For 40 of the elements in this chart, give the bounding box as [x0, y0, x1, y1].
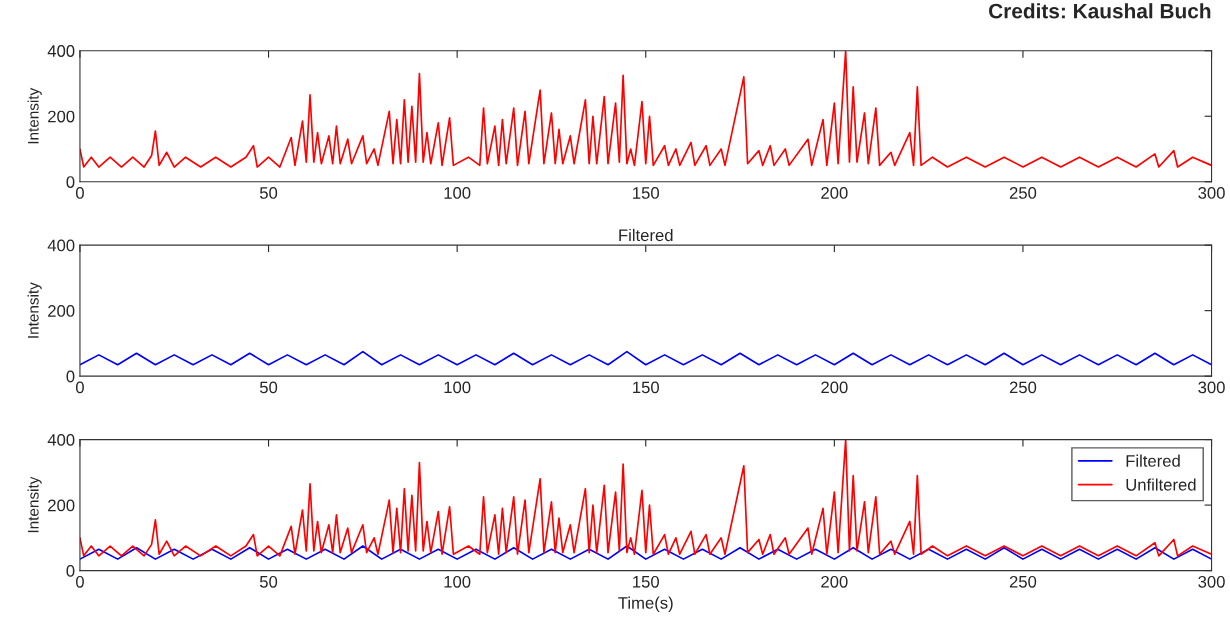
y-tick-label: 0 — [66, 370, 75, 383]
x-tick-label: 150 — [633, 187, 659, 199]
y-tick-label: 400 — [47, 239, 75, 252]
x-tick-label: 0 — [75, 381, 84, 394]
x-tick-label: 50 — [259, 187, 278, 199]
x-tick-label: 100 — [444, 575, 471, 588]
y-tick-label: 200 — [48, 305, 75, 317]
x-tick-label: 300 — [1198, 575, 1225, 588]
y-tick-label: 200 — [48, 499, 75, 512]
x-axis-title: Time(s) — [618, 596, 673, 613]
y-tick-label: 200 — [48, 110, 75, 123]
x-tick-label: 200 — [821, 575, 848, 588]
x-tick-label: 100 — [444, 187, 471, 199]
y-axis-title: Intensity — [27, 87, 42, 144]
legend-label: Unfiltered — [1126, 478, 1196, 491]
x-tick-label: 50 — [259, 381, 278, 394]
y-tick-label: 0 — [66, 176, 75, 188]
x-tick-label: 200 — [821, 187, 848, 199]
x-tick-label: 300 — [1198, 187, 1225, 199]
x-tick-label: 300 — [1198, 381, 1225, 394]
x-tick-label: 0 — [75, 575, 84, 588]
y-tick-label: 0 — [66, 565, 75, 577]
x-tick-label: 0 — [75, 187, 84, 199]
y-axis-title: Intensity — [27, 282, 42, 338]
x-tick-label: 150 — [633, 575, 659, 588]
y-tick-label: 400 — [47, 45, 75, 57]
x-tick-label: 250 — [1009, 575, 1037, 588]
legend-label: Filtered — [1126, 454, 1180, 467]
text: Credits: Kaushal Buch — [989, 3, 1211, 19]
line-series — [79, 545, 1212, 560]
line-series — [79, 350, 1212, 366]
chart-title: Filtered — [619, 228, 673, 242]
y-axis-title: Intensity — [27, 476, 42, 533]
x-tick-label: 200 — [821, 381, 848, 394]
y-tick-label: 400 — [47, 433, 75, 446]
x-tick-label: 250 — [1009, 381, 1037, 394]
x-tick-label: 150 — [633, 381, 659, 394]
x-tick-label: 50 — [259, 575, 278, 588]
x-tick-label: 100 — [444, 381, 471, 394]
x-tick-label: 250 — [1009, 187, 1037, 199]
